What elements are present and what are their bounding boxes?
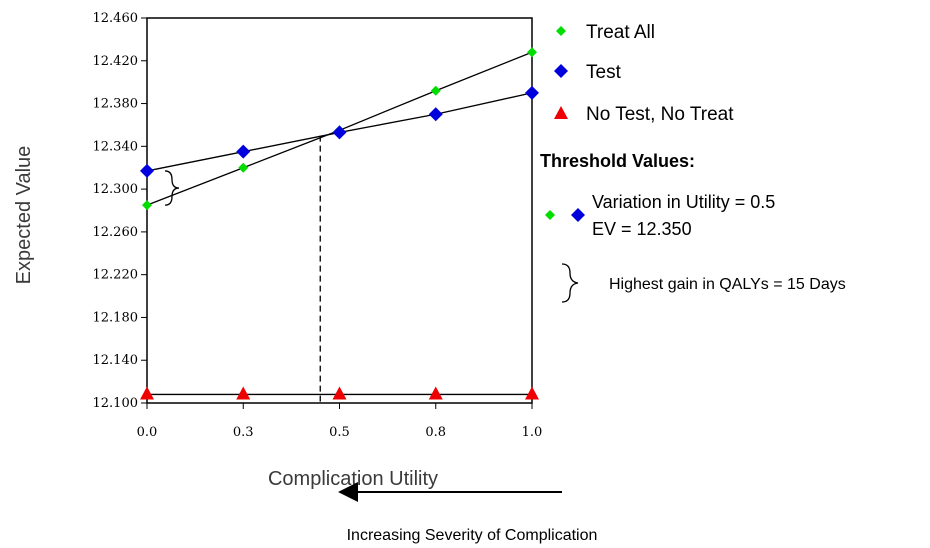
x-tick-label: 1.0 [522, 425, 543, 440]
gain-note: Highest gain in QALYs = 15 Days [609, 276, 846, 293]
y-axis-ticks: 12.100 12.140 12.180 12.220 12.260 12.300 12.3… [93, 11, 147, 411]
series-layer [140, 47, 539, 403]
y-tick-label: 12.220 [93, 268, 139, 283]
data-point-series-1 [140, 163, 154, 178]
data-point-series-0 [430, 85, 441, 96]
y-tick-label: 12.260 [93, 225, 139, 240]
threshold-heading: Threshold Values: [540, 151, 695, 171]
gain-brace-icon [561, 263, 579, 303]
y-tick-label: 12.300 [93, 182, 139, 197]
data-point-series-1 [332, 125, 347, 140]
x-tick-label: 0.3 [233, 425, 254, 440]
legend-label-no-test: No Test, No Treat [586, 104, 734, 125]
arrow-left-icon [338, 482, 358, 502]
data-point-series-1 [428, 107, 443, 122]
x-tick-label: 0.8 [425, 425, 446, 440]
gain-annotation: Highest gain in QALYs = 15 Days [561, 263, 846, 303]
y-axis-title: Expected Value [13, 146, 35, 285]
severity-arrow [338, 482, 562, 502]
x-axis-ticks: 0.0 0.3 0.5 0.8 1.0 [137, 403, 543, 440]
data-point-series-2 [525, 386, 539, 400]
threshold-marker-test [571, 208, 585, 222]
threshold-marker-treat-all [545, 210, 555, 220]
gain-bracket-icon [164, 170, 180, 206]
threshold-annotation: Threshold Values: Variation in Utility =… [540, 151, 775, 239]
legend-marker-test [554, 64, 568, 78]
arrow-caption: Increasing Severity of Complication [347, 527, 598, 544]
y-tick-label: 12.180 [93, 310, 139, 325]
data-point-series-2 [332, 386, 347, 400]
data-point-series-2 [428, 386, 443, 400]
threshold-utility: Variation in Utility = 0.5 [592, 192, 775, 212]
data-point-series-0 [238, 162, 249, 173]
x-tick-label: 0.0 [137, 425, 158, 440]
x-tick-label: 0.5 [329, 425, 350, 440]
legend-label-test: Test [586, 62, 622, 83]
threshold-ev: EV = 12.350 [592, 219, 692, 239]
y-tick-label: 12.380 [93, 97, 139, 112]
y-tick-label: 12.460 [93, 11, 139, 26]
legend-marker-no-test [554, 106, 568, 119]
data-point-series-1 [236, 144, 251, 159]
data-point-series-2 [140, 386, 154, 400]
y-tick-label: 12.100 [93, 396, 139, 411]
legend-label-treat-all: Treat All [586, 22, 655, 43]
data-point-series-0 [142, 200, 152, 211]
y-tick-label: 12.420 [93, 54, 139, 69]
y-tick-label: 12.140 [93, 353, 139, 368]
data-point-series-1 [525, 85, 539, 100]
data-point-series-2 [236, 386, 251, 400]
y-tick-label: 12.340 [93, 139, 139, 154]
legend-marker-treat-all [556, 26, 566, 36]
legend: Treat All Test No Test, No Treat [554, 22, 734, 125]
data-point-series-0 [527, 47, 537, 58]
x-axis-title: Complication Utility [268, 468, 438, 490]
